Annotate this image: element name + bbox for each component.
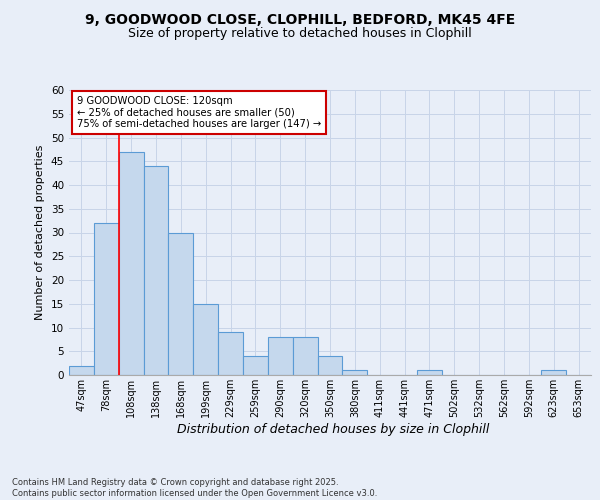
- Bar: [218, 332, 243, 375]
- Bar: [69, 366, 94, 375]
- Bar: [143, 166, 169, 375]
- Bar: [343, 370, 367, 375]
- Text: Size of property relative to detached houses in Clophill: Size of property relative to detached ho…: [128, 28, 472, 40]
- Text: Distribution of detached houses by size in Clophill: Distribution of detached houses by size …: [177, 422, 489, 436]
- Y-axis label: Number of detached properties: Number of detached properties: [35, 145, 46, 320]
- Bar: [243, 356, 268, 375]
- Bar: [317, 356, 343, 375]
- Bar: [119, 152, 143, 375]
- Text: Contains HM Land Registry data © Crown copyright and database right 2025.
Contai: Contains HM Land Registry data © Crown c…: [12, 478, 377, 498]
- Bar: [541, 370, 566, 375]
- Text: 9, GOODWOOD CLOSE, CLOPHILL, BEDFORD, MK45 4FE: 9, GOODWOOD CLOSE, CLOPHILL, BEDFORD, MK…: [85, 12, 515, 26]
- Bar: [94, 223, 119, 375]
- Bar: [193, 304, 218, 375]
- Bar: [293, 337, 317, 375]
- Bar: [268, 337, 293, 375]
- Bar: [417, 370, 442, 375]
- Bar: [169, 232, 193, 375]
- Text: 9 GOODWOOD CLOSE: 120sqm
← 25% of detached houses are smaller (50)
75% of semi-d: 9 GOODWOOD CLOSE: 120sqm ← 25% of detach…: [77, 96, 321, 129]
